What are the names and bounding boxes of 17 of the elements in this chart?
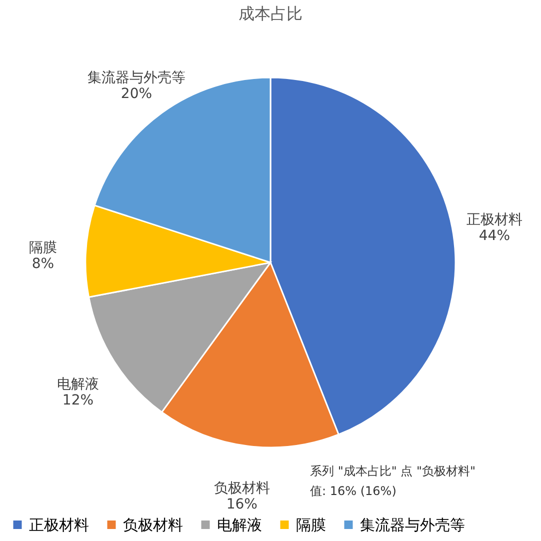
text: 系列 "成本占比" 点 "负极材料" 值: 16% (16%) [310, 464, 476, 498]
data-label: 12% [62, 392, 94, 409]
legend-label: 正极材料 [29, 516, 89, 534]
legend-label: 隔膜 [296, 516, 326, 534]
legend-label: 集流器与外壳等 [360, 516, 465, 534]
slice-label: 正极材料 [466, 212, 522, 228]
legend-label: 电解液 [217, 516, 262, 534]
chart-title: 成本占比 [238, 4, 302, 23]
data-label: 8% [32, 256, 54, 272]
slice-label: 负极材料 [214, 480, 270, 497]
slice-label: 隔膜 [28, 240, 57, 256]
data-label: 44% [478, 228, 510, 244]
slice-label: 电解液 [56, 376, 99, 393]
slice-label: 集流器与外壳等 [87, 70, 186, 86]
data-label: 16% [226, 496, 258, 513]
legend-label: 负极材料 [123, 516, 183, 534]
data-label: 20% [120, 86, 152, 102]
